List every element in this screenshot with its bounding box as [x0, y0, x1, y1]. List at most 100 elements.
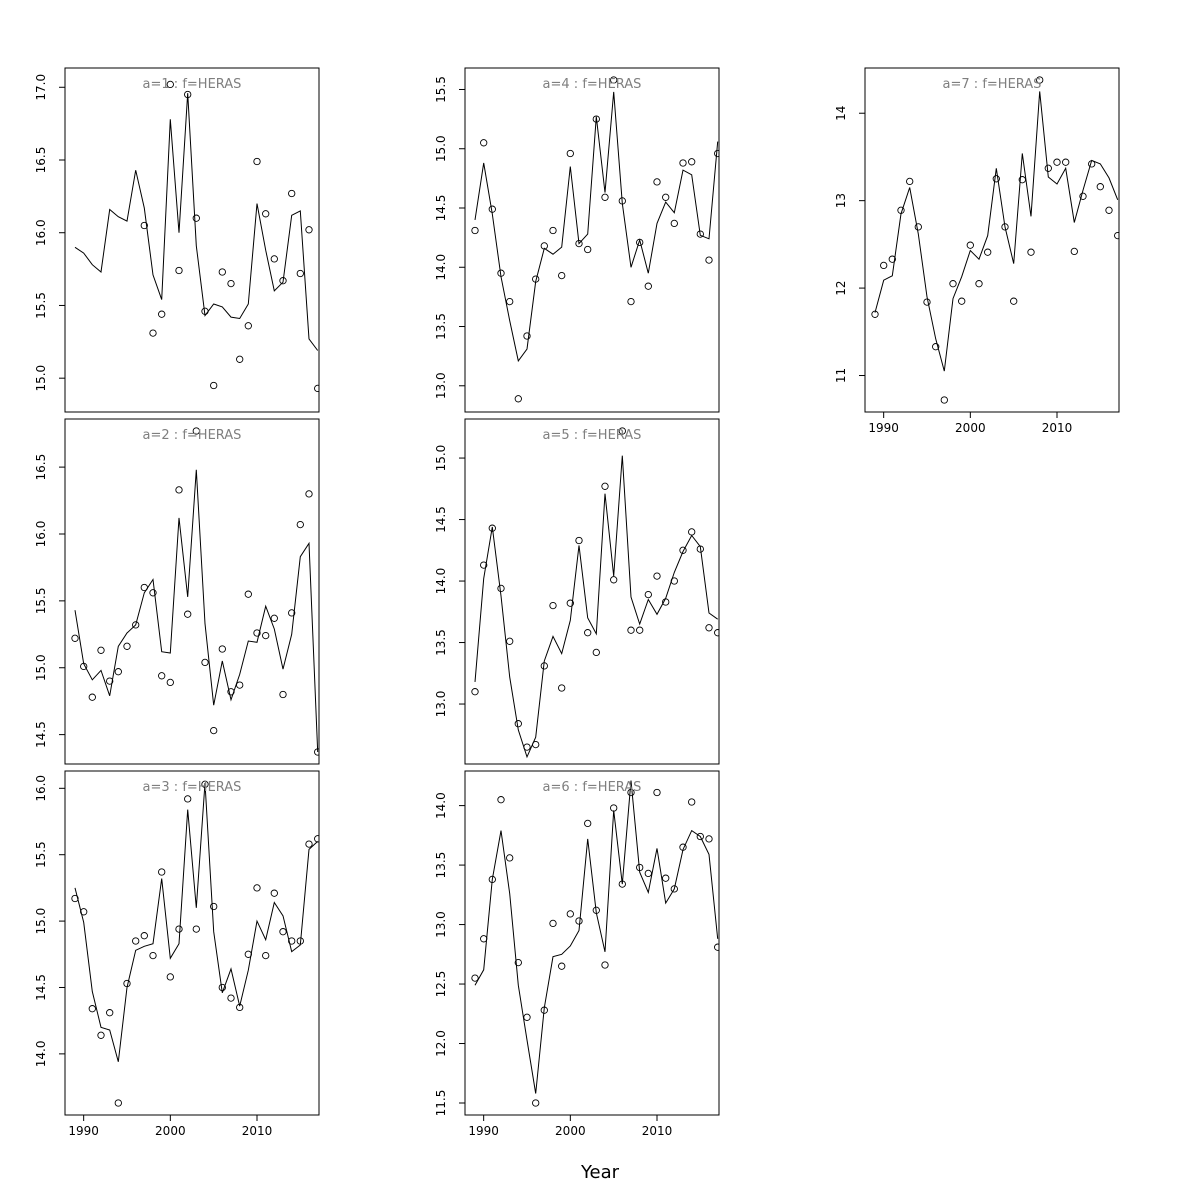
observed-point	[218, 983, 226, 992]
observed-point	[497, 269, 505, 277]
observed-point	[514, 720, 522, 728]
y-tick-label: 16.5	[34, 454, 48, 481]
observed-point	[705, 835, 713, 843]
observed-point	[270, 255, 278, 263]
observed-point	[253, 884, 261, 892]
observed-point	[149, 589, 157, 597]
observed-point	[601, 193, 609, 201]
panel-4: 13.0 13.5 14.0 14.5 15.0 15.5 a=4 : f=HERAS	[434, 67, 720, 413]
observed-point	[71, 894, 79, 903]
observed-point	[244, 590, 252, 598]
observed-point	[123, 642, 131, 650]
observed-point	[670, 219, 678, 228]
observed-point	[244, 322, 252, 330]
observed-point	[488, 875, 496, 884]
observed-point	[488, 205, 496, 213]
x-tick-label: 1990	[68, 1124, 99, 1138]
y-axis: 14.5 15.0 15.5 16.0 16.5	[34, 454, 65, 748]
observed-point	[218, 268, 226, 276]
observed-point	[540, 1006, 548, 1014]
observed-point	[506, 854, 514, 862]
observed-point	[480, 561, 488, 569]
y-tick-label: 16.5	[34, 147, 48, 174]
observed-point	[653, 572, 661, 580]
observed-point	[940, 396, 948, 404]
panels: 15.0 15.5 16.0 16.5 17.0 a=1 : f=HERAS 14.5 15.…	[34, 67, 1120, 1138]
observed-point	[158, 672, 166, 680]
observed-point	[1062, 158, 1070, 166]
observed-point	[88, 693, 96, 701]
panel-frame	[64, 418, 320, 765]
observed-point	[262, 210, 270, 218]
observed-point	[1044, 164, 1052, 172]
observed-point	[71, 634, 79, 642]
panel-title: a=1 : f=HERAS	[143, 77, 242, 92]
observed-point	[897, 206, 905, 214]
observed-point	[97, 646, 105, 654]
observed-point	[1027, 248, 1035, 256]
observed-point	[80, 908, 88, 916]
panel-6: 11.5 12.0 12.5 13.0 13.5 14.0 1990 2000 2010 a=6 …	[434, 770, 720, 1138]
observed-point	[149, 329, 157, 337]
observed-point	[662, 874, 670, 882]
observed-point	[880, 261, 888, 270]
y-tick-label: 13.0	[434, 372, 448, 399]
observed-point	[575, 917, 583, 925]
observed-point	[688, 528, 696, 536]
y-tick-label: 14.0	[434, 568, 448, 595]
y-tick-label: 15.0	[34, 365, 48, 392]
observed-point	[966, 241, 974, 249]
observed-point	[497, 584, 505, 593]
observed-point	[540, 662, 548, 670]
x-tick-label: 2010	[242, 1124, 273, 1138]
observed-point	[253, 157, 261, 166]
observed-point	[184, 795, 192, 803]
fitted-line	[74, 93, 319, 351]
observed-point	[636, 626, 644, 634]
y-tick-label: 16.0	[34, 219, 48, 246]
observed-point	[296, 520, 304, 529]
y-tick-label: 13.0	[434, 911, 448, 938]
observed-point	[532, 740, 540, 749]
observed-point	[679, 159, 687, 167]
observed-point	[480, 139, 488, 147]
panel-title: a=5 : f=HERAS	[543, 428, 642, 443]
observed-point	[975, 280, 983, 288]
observed-point	[601, 482, 609, 490]
y-axis: 14.0 14.5 15.0 15.5 16.0	[34, 775, 65, 1067]
observed-point	[88, 1005, 96, 1013]
observed-point	[175, 266, 183, 275]
observed-point	[201, 307, 209, 315]
observed-point	[627, 626, 635, 634]
observed-point	[296, 269, 304, 278]
observed-point	[488, 524, 496, 532]
panel-frame	[464, 418, 720, 765]
observed-point	[871, 310, 879, 318]
observed-point	[305, 226, 313, 234]
observed-point	[705, 256, 713, 264]
y-axis: 15.0 15.5 16.0 16.5 17.0	[34, 74, 65, 392]
y-tick-label: 13.5	[434, 852, 448, 879]
x-tick-label: 2000	[955, 421, 986, 435]
observed-point	[114, 1099, 122, 1107]
panel-title: a=3 : f=HERAS	[143, 780, 242, 795]
observed-point	[288, 609, 296, 617]
observed-point	[132, 937, 140, 945]
panel-frame	[864, 67, 1120, 413]
observed-point	[549, 919, 557, 928]
observed-point	[314, 748, 319, 756]
x-tick-label: 2010	[1042, 421, 1073, 435]
observed-point	[166, 973, 174, 981]
observed-point	[480, 935, 488, 943]
observed-point	[140, 932, 148, 940]
observed-point	[106, 677, 114, 685]
y-tick-label: 13.5	[434, 629, 448, 656]
fitted-line	[74, 469, 319, 753]
panel-title: a=2 : f=HERAS	[143, 428, 242, 443]
observed-point	[1079, 192, 1087, 200]
observed-point	[1018, 176, 1026, 184]
observed-point	[610, 576, 618, 584]
panel-plot-area	[471, 76, 719, 403]
observed-point	[471, 974, 479, 982]
